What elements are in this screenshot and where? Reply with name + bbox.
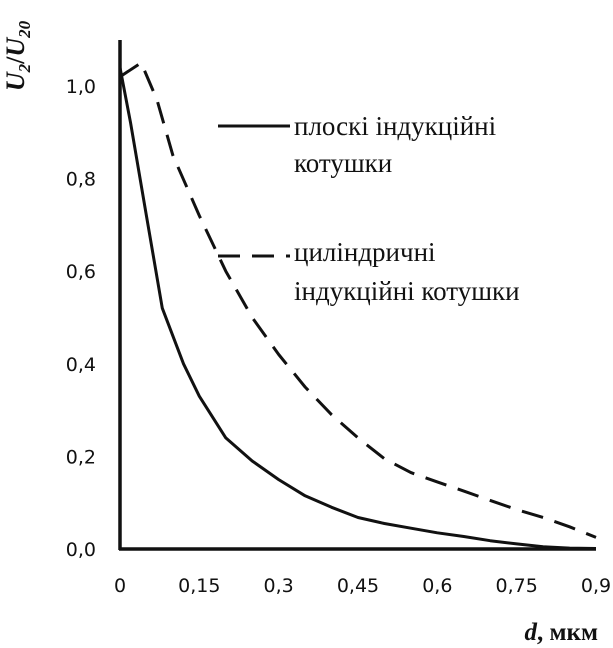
y-tick-label-2: 0,4 bbox=[66, 354, 96, 376]
x-tick-label-6: 0,9 bbox=[581, 575, 611, 597]
y-axis-label-sub1: 2 bbox=[15, 63, 34, 73]
y-axis-label-u2: U bbox=[1, 37, 30, 57]
x-axis-label: d, мкм bbox=[525, 619, 598, 646]
y-axis-label-u: U bbox=[1, 71, 30, 91]
legend-label-flat-line2: котушки bbox=[294, 148, 392, 178]
y-tick-label-1: 0,2 bbox=[66, 446, 96, 468]
x-axis-label-unit: , мкм bbox=[537, 619, 598, 646]
legend: плоскі індукційні котушки циліндричні ін… bbox=[218, 111, 520, 306]
y-tick-label-4: 0,8 bbox=[66, 169, 96, 191]
legend-label-cyl-line1: циліндричні bbox=[294, 237, 436, 267]
plot-area: 0 0,15 0,3 0,45 0,6 0,75 0,9 0,0 0,2 0,4 0,6 0,8 1,0 bbox=[66, 40, 611, 597]
series-line-1 bbox=[119, 61, 597, 539]
x-axis-label-var: d bbox=[525, 619, 538, 646]
x-tick-label-5: 0,75 bbox=[496, 575, 538, 597]
y-axis-label-sep: / bbox=[1, 56, 30, 65]
x-tick-label-3: 0,45 bbox=[337, 575, 379, 597]
y-tick-label-3: 0,6 bbox=[66, 261, 96, 283]
y-tick-label-5: 1,0 bbox=[66, 76, 96, 98]
x-tick-label-2: 0,3 bbox=[264, 575, 294, 597]
x-tick-label-1: 0,15 bbox=[178, 575, 220, 597]
series-line-0 bbox=[118, 67, 597, 550]
x-tick-label-4: 0,6 bbox=[422, 575, 452, 597]
legend-label-flat-line1: плоскі індукційні bbox=[294, 111, 496, 141]
y-tick-label-0: 0,0 bbox=[66, 539, 96, 561]
y-axis-label: U2/U20 bbox=[1, 20, 34, 91]
x-tick-label-0: 0 bbox=[114, 575, 126, 597]
y-axis-label-sub2: 20 bbox=[15, 20, 34, 39]
legend-label-cyl-line2: індукційні котушки bbox=[294, 276, 520, 306]
svg-text:U2/U20: U2/U20 bbox=[1, 20, 34, 91]
